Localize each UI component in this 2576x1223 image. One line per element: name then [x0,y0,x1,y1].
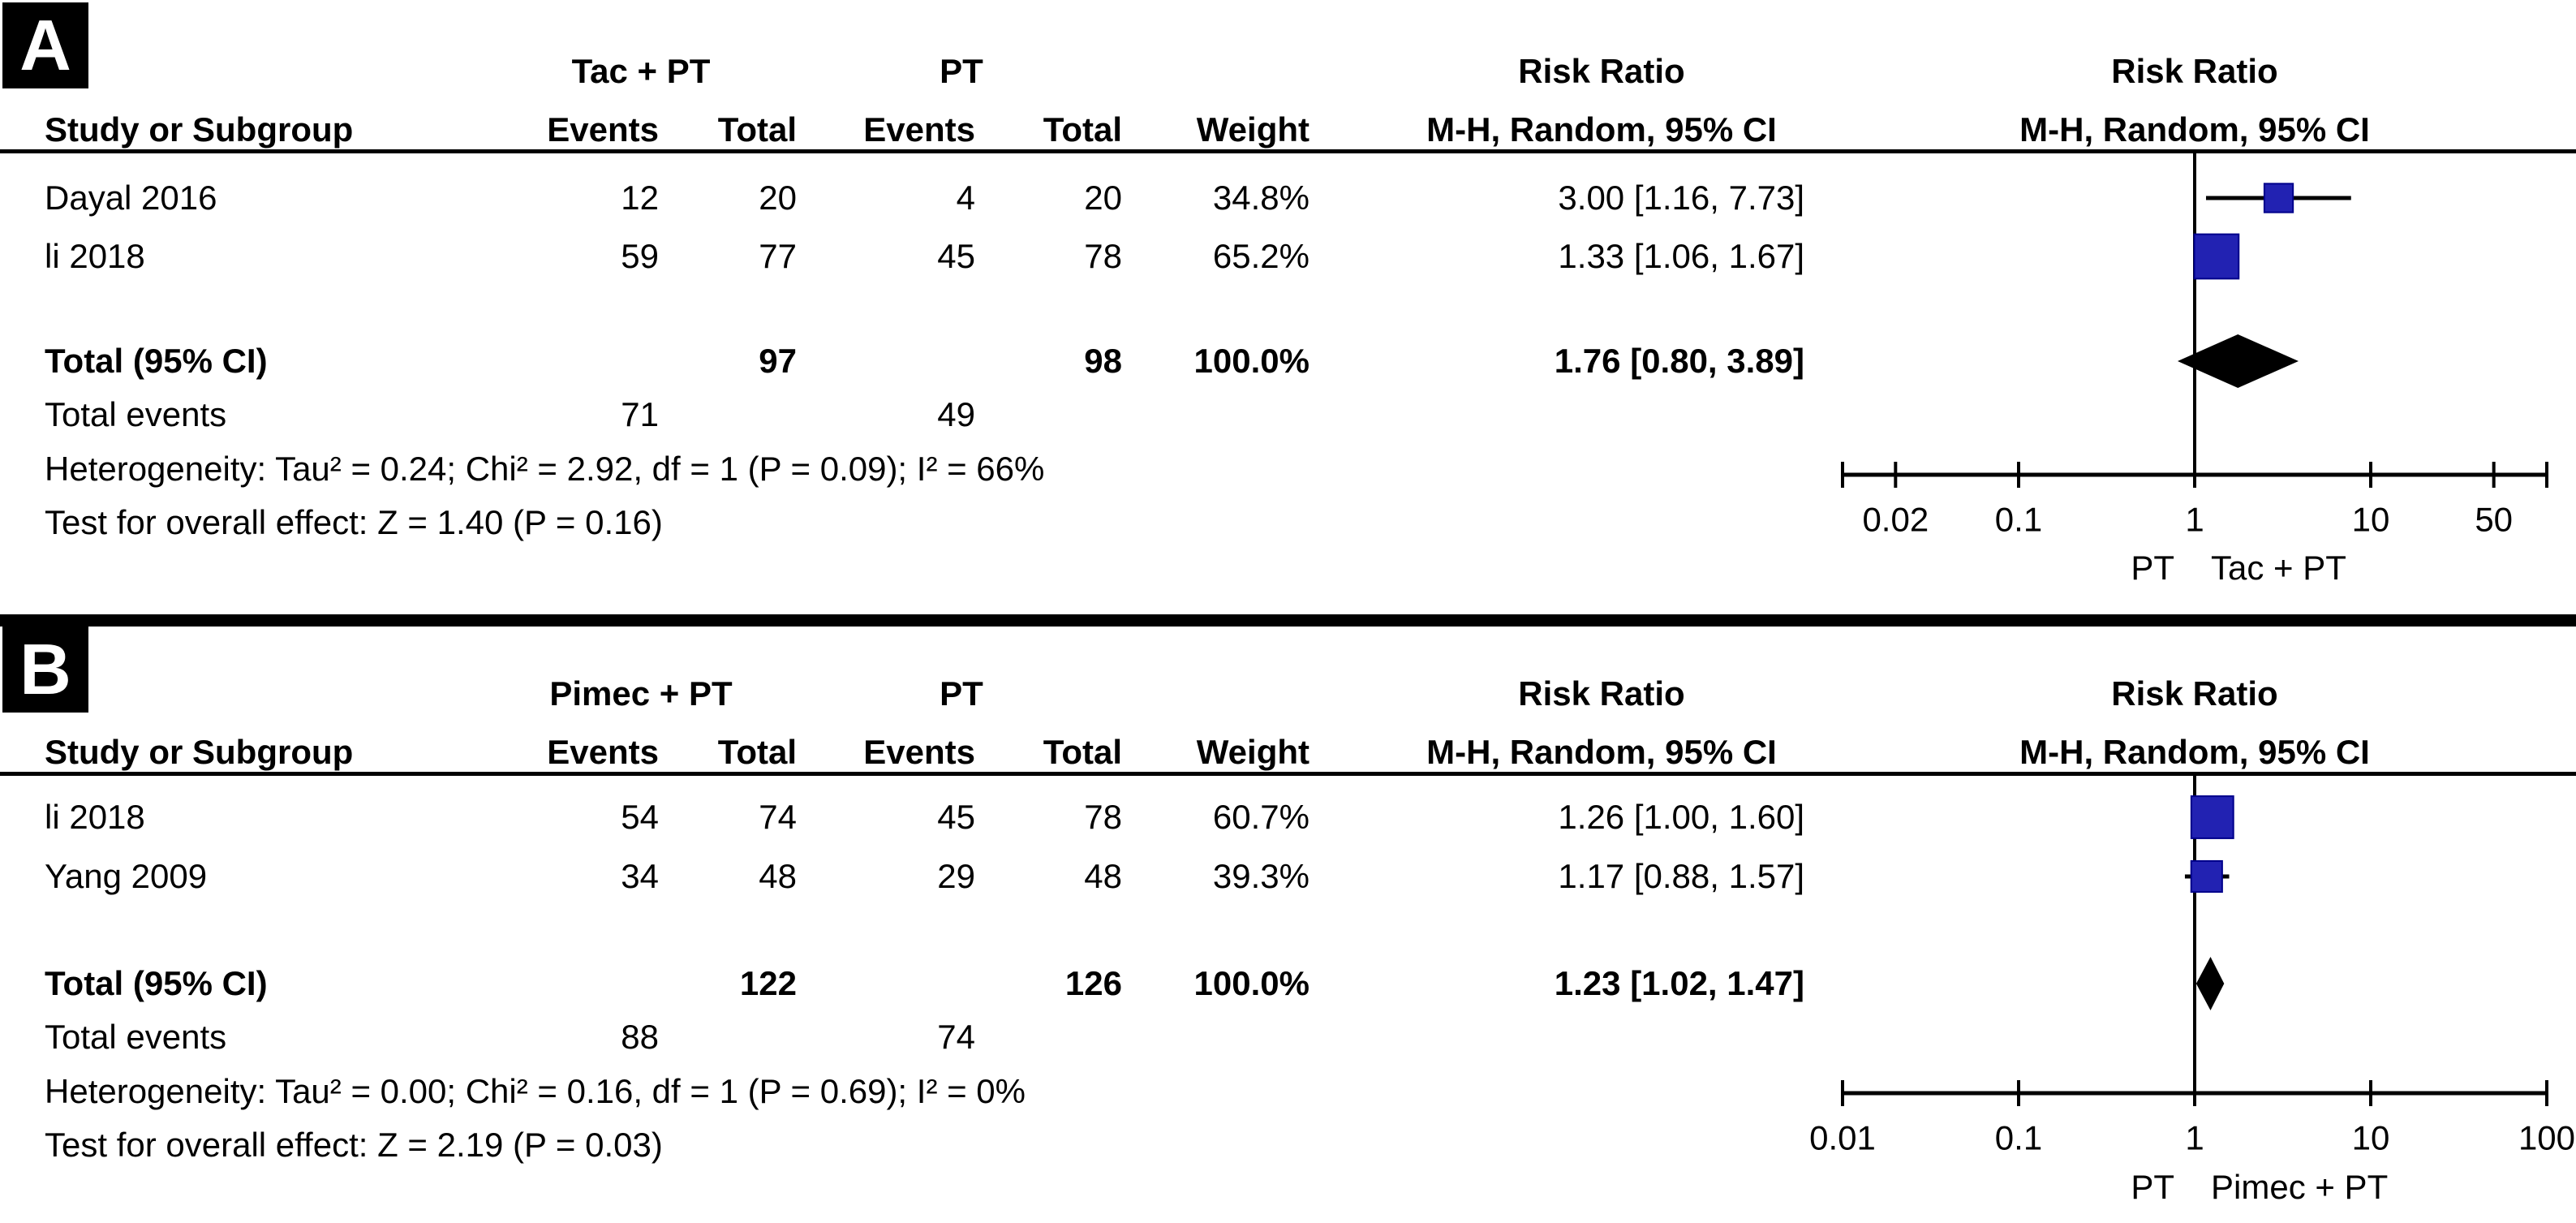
exp-total-value: 74 [759,797,797,836]
total-weight: 100.0% [1193,963,1310,1002]
axis-left-favour-label: PT [2131,548,2174,587]
rr-ci-value: 1.26 [1.00, 1.60] [1558,797,1804,836]
weight-value: 65.2% [1212,236,1310,275]
axis-left-favour-label: PT [2131,1167,2174,1206]
exp-total-value: 77 [759,236,797,275]
ctrl-total-value: 78 [1084,236,1122,275]
mh-column-header: M-H, Random, 95% CI [1426,110,1777,149]
axis-tick-label: 10 [2352,1119,2390,1157]
ctrl-total-value: 48 [1084,856,1122,895]
panel-b-label: B [2,627,88,713]
total-events-label: Total events [45,394,227,433]
ctrl-total-header: Total [1043,110,1122,149]
exp-total-value: 20 [759,178,797,217]
experimental-group-header: Tac + PT [571,51,711,90]
effect-measure-plot-title: Risk Ratio [2111,674,2278,713]
total-weight: 100.0% [1193,341,1310,380]
rr-ci-value: 1.33 [1.06, 1.67] [1558,236,1804,275]
total-exp-n: 97 [759,341,797,380]
exp-total-header: Total [717,732,797,771]
mh-column-header: M-H, Random, 95% CI [1426,732,1777,771]
axis-right-favour-label: Pimec + PT [2211,1167,2389,1206]
effect-measure-column-title: Risk Ratio [1518,51,1685,90]
ctrl-events-value: 45 [937,236,975,275]
exp-events-value: 12 [621,178,659,217]
total-row-label: Total (95% CI) [45,341,268,380]
exp-events-value: 54 [621,797,659,836]
panel-a-label: A [2,2,88,88]
weight-header: Weight [1196,732,1310,771]
control-group-header: PT [940,674,983,713]
ctrl-events-value: 45 [937,797,975,836]
exp-events-value: 34 [621,856,659,895]
axis-tick-label: 0.02 [1862,501,1929,539]
axis-tick-label: 10 [2352,501,2390,539]
total-events-exp: 71 [621,394,659,433]
rr-ci-value: 3.00 [1.16, 7.73] [1558,178,1804,217]
total-ctrl-n: 98 [1084,341,1122,380]
effect-square [2263,183,2294,213]
experimental-group-header: Pimec + PT [549,674,733,713]
weight-value: 39.3% [1212,856,1310,895]
effect-square [2190,795,2234,839]
exp-total-header: Total [717,110,797,149]
mh-plot-header: M-H, Random, 95% CI [2019,110,2370,149]
summary-diamond [2177,334,2299,388]
exp-total-value: 48 [759,856,797,895]
study-name: li 2018 [45,236,145,275]
axis-tick-label: 100 [2518,1119,2575,1157]
axis-tick-label: 0.1 [1995,1119,2042,1157]
weight-value: 34.8% [1212,178,1310,217]
summary-diamond [2195,957,2225,1010]
exp-events-header: Events [547,110,659,149]
total-events-label: Total events [45,1017,227,1056]
study-name: Dayal 2016 [45,178,217,217]
study-name: Yang 2009 [45,856,208,895]
exp-events-value: 59 [621,236,659,275]
heterogeneity-line: Heterogeneity: Tau² = 0.24; Chi² = 2.92,… [45,449,1045,488]
ctrl-total-header: Total [1043,732,1122,771]
axis-tick-label: 0.01 [1809,1119,1876,1157]
total-row-label: Total (95% CI) [45,963,268,1002]
ctrl-events-header: Events [863,732,975,771]
effect-square [2193,233,2240,280]
total-events-exp: 88 [621,1017,659,1056]
panel-divider [0,614,2576,627]
effect-measure-column-title: Risk Ratio [1518,674,1685,713]
mh-plot-header: M-H, Random, 95% CI [2019,732,2370,771]
overall-effect-line: Test for overall effect: Z = 2.19 (P = 0… [45,1125,663,1164]
exp-events-header: Events [547,732,659,771]
overall-effect-line: Test for overall effect: Z = 1.40 (P = 0… [45,502,663,541]
study-column-header: Study or Subgroup [45,732,354,771]
header-rule [0,149,2576,153]
study-name: li 2018 [45,797,145,836]
effect-measure-plot-title: Risk Ratio [2111,51,2278,90]
axis-tick-label: 1 [2185,1119,2204,1157]
axis-right-favour-label: Tac + PT [2211,548,2346,587]
axis-tick-label: 1 [2185,501,2204,539]
heterogeneity-line: Heterogeneity: Tau² = 0.00; Chi² = 0.16,… [45,1071,1026,1110]
header-rule [0,772,2576,776]
total-events-ctrl: 74 [937,1017,975,1056]
total-exp-n: 122 [739,963,797,1002]
total-rr-ci: 1.23 [1.02, 1.47] [1554,963,1804,1002]
ctrl-events-header: Events [863,110,975,149]
rr-ci-value: 1.17 [0.88, 1.57] [1558,856,1804,895]
study-column-header: Study or Subgroup [45,110,354,149]
axis-tick-label: 50 [2475,501,2513,539]
weight-value: 60.7% [1212,797,1310,836]
control-group-header: PT [940,51,983,90]
total-events-ctrl: 49 [937,394,975,433]
axis-tick-label: 0.1 [1995,501,2042,539]
effect-square [2190,859,2223,894]
ctrl-total-value: 20 [1084,178,1122,217]
weight-header: Weight [1196,110,1310,149]
total-rr-ci: 1.76 [0.80, 3.89] [1554,341,1804,380]
ctrl-total-value: 78 [1084,797,1122,836]
ctrl-events-value: 29 [937,856,975,895]
ctrl-events-value: 4 [956,178,975,217]
total-ctrl-n: 126 [1064,963,1122,1002]
